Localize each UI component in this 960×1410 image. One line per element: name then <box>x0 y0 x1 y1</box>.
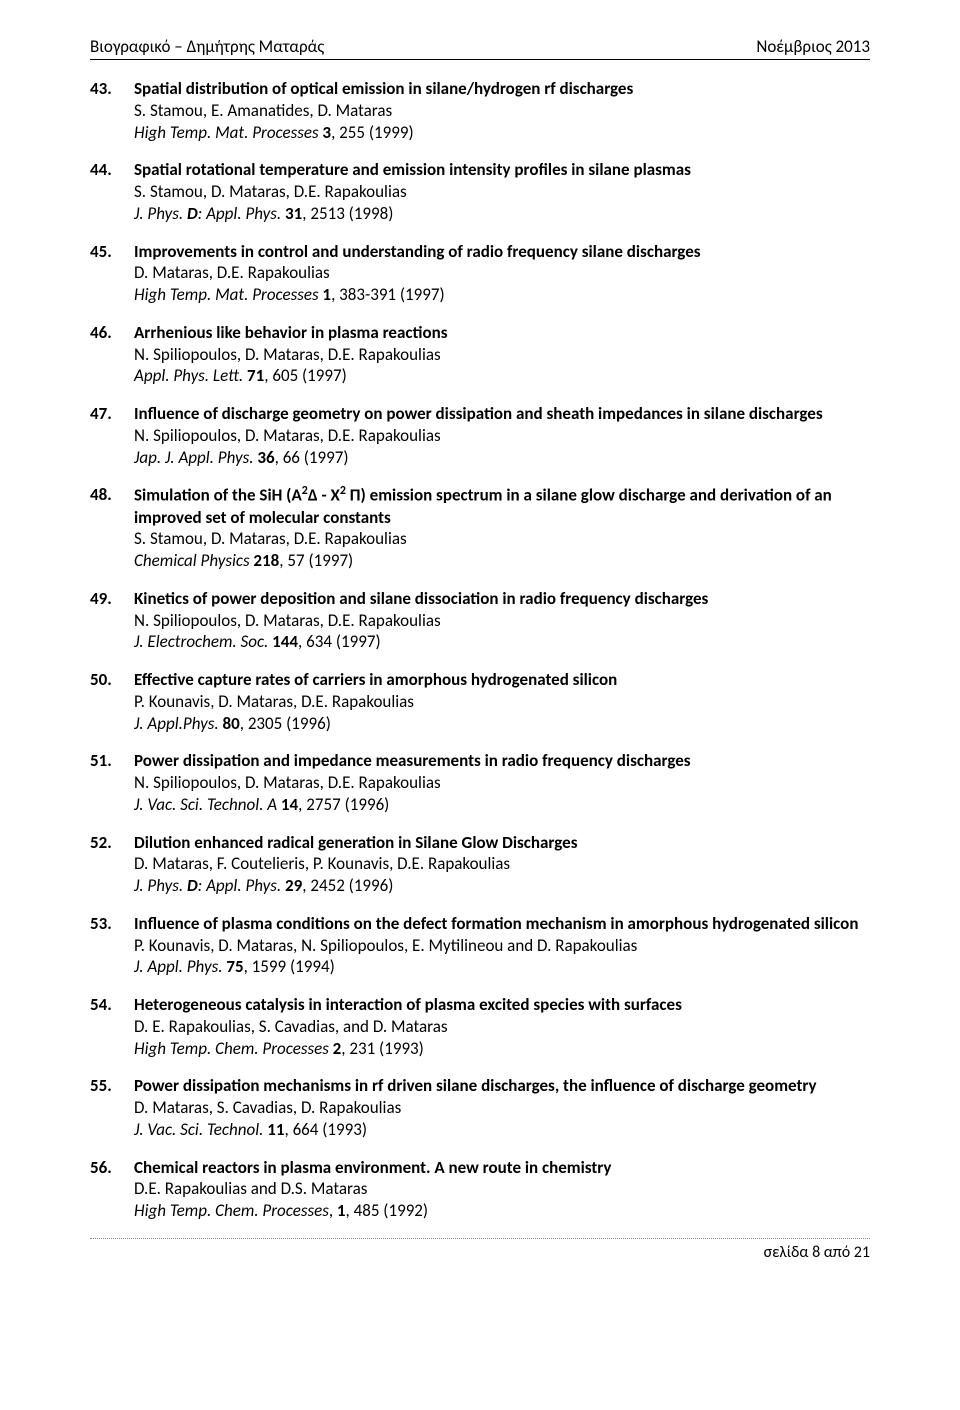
entry-authors: D.E. Rapakoulias and D.S. Mataras <box>134 1178 870 1200</box>
entry-title: Influence of plasma conditions on the de… <box>134 913 870 935</box>
entry-body: Kinetics of power deposition and silane … <box>134 588 870 653</box>
publication-entry: 48.Simulation of the SiH (A2Δ - X2 Π) em… <box>90 484 870 572</box>
entry-journal: High Temp. Chem. Processes, 1, 485 (1992… <box>134 1200 870 1222</box>
entry-authors: N. Spiliopoulos, D. Mataras, D.E. Rapako… <box>134 425 870 447</box>
entry-authors: N. Spiliopoulos, D. Mataras, D.E. Rapako… <box>134 610 870 632</box>
entry-authors: S. Stamou, D. Mataras, D.E. Rapakoulias <box>134 528 870 550</box>
entry-journal: J. Electrochem. Soc. 144, 634 (1997) <box>134 631 870 653</box>
entry-journal: High Temp. Mat. Processes 1, 383-391 (19… <box>134 284 870 306</box>
entry-title: Power dissipation mechanisms in rf drive… <box>134 1075 870 1097</box>
entry-number: 46. <box>90 322 134 387</box>
entry-authors: S. Stamou, D. Mataras, D.E. Rapakoulias <box>134 181 870 203</box>
entry-title: Influence of discharge geometry on power… <box>134 403 870 425</box>
entry-title: Power dissipation and impedance measurem… <box>134 750 870 772</box>
entry-body: Power dissipation and impedance measurem… <box>134 750 870 815</box>
entry-number: 45. <box>90 241 134 306</box>
entry-number: 43. <box>90 78 134 143</box>
entry-title: Effective capture rates of carriers in a… <box>134 669 870 691</box>
publication-entry: 43.Spatial distribution of optical emiss… <box>90 78 870 143</box>
entry-body: Effective capture rates of carriers in a… <box>134 669 870 734</box>
entry-authors: P. Kounavis, D. Mataras, D.E. Rapakoulia… <box>134 691 870 713</box>
page-footer: σελίδα 8 από 21 <box>90 1243 870 1262</box>
publication-entry: 56.Chemical reactors in plasma environme… <box>90 1157 870 1222</box>
entry-number: 47. <box>90 403 134 468</box>
entry-journal: Chemical Physics 218, 57 (1997) <box>134 550 870 572</box>
entry-body: Simulation of the SiH (A2Δ - X2 Π) emiss… <box>134 484 870 572</box>
entry-number: 51. <box>90 750 134 815</box>
entry-title: Heterogeneous catalysis in interaction o… <box>134 994 870 1016</box>
entry-title: Arrhenious like behavior in plasma react… <box>134 322 870 344</box>
entry-authors: D. Mataras, S. Cavadias, D. Rapakoulias <box>134 1097 870 1119</box>
entry-title: Dilution enhanced radical generation in … <box>134 832 870 854</box>
publication-entry: 44.Spatial rotational temperature and em… <box>90 159 870 224</box>
header-rule <box>90 59 870 60</box>
entry-authors: S. Stamou, E. Amanatides, D. Mataras <box>134 100 870 122</box>
entry-title: Chemical reactors in plasma environment.… <box>134 1157 870 1179</box>
publication-entry: 49.Kinetics of power deposition and sila… <box>90 588 870 653</box>
entry-body: Power dissipation mechanisms in rf drive… <box>134 1075 870 1140</box>
entry-authors: D. Mataras, F. Coutelieris, P. Kounavis,… <box>134 853 870 875</box>
entry-number: 52. <box>90 832 134 897</box>
publication-entry: 46.Arrhenious like behavior in plasma re… <box>90 322 870 387</box>
entry-number: 44. <box>90 159 134 224</box>
entry-authors: P. Kounavis, D. Mataras, N. Spiliopoulos… <box>134 935 870 957</box>
entry-journal: High Temp. Chem. Processes 2, 231 (1993) <box>134 1038 870 1060</box>
publication-entry: 50.Effective capture rates of carriers i… <box>90 669 870 734</box>
entry-title: Improvements in control and understandin… <box>134 241 870 263</box>
entry-journal: Jap. J. Appl. Phys. 36, 66 (1997) <box>134 447 870 469</box>
publication-entry: 52.Dilution enhanced radical generation … <box>90 832 870 897</box>
entry-journal: J. Vac. Sci. Technol. A 14, 2757 (1996) <box>134 794 870 816</box>
entry-journal: J. Phys. D: Appl. Phys. 29, 2452 (1996) <box>134 875 870 897</box>
entry-journal: Appl. Phys. Lett. 71, 605 (1997) <box>134 365 870 387</box>
entry-authors: D. E. Rapakoulias, S. Cavadias, and D. M… <box>134 1016 870 1038</box>
entry-body: Arrhenious like behavior in plasma react… <box>134 322 870 387</box>
entry-title: Spatial rotational temperature and emiss… <box>134 159 870 181</box>
entry-number: 56. <box>90 1157 134 1222</box>
entry-journal: J. Appl.Phys. 80, 2305 (1996) <box>134 713 870 735</box>
entry-body: Chemical reactors in plasma environment.… <box>134 1157 870 1222</box>
publication-entry: 45.Improvements in control and understan… <box>90 241 870 306</box>
entry-body: Spatial distribution of optical emission… <box>134 78 870 143</box>
entry-journal: High Temp. Mat. Processes 3, 255 (1999) <box>134 122 870 144</box>
entry-body: Influence of discharge geometry on power… <box>134 403 870 468</box>
header-left: Βιογραφικό – Δημήτρης Ματαράς <box>90 36 324 57</box>
footer-rule <box>90 1238 870 1239</box>
entry-number: 55. <box>90 1075 134 1140</box>
entry-journal: J. Appl. Phys. 75, 1599 (1994) <box>134 956 870 978</box>
entry-number: 50. <box>90 669 134 734</box>
entry-number: 53. <box>90 913 134 978</box>
entry-title: Simulation of the SiH (A2Δ - X2 Π) emiss… <box>134 484 870 528</box>
publication-list: 43.Spatial distribution of optical emiss… <box>90 78 870 1222</box>
entry-body: Improvements in control and understandin… <box>134 241 870 306</box>
entry-title: Spatial distribution of optical emission… <box>134 78 870 100</box>
entry-authors: N. Spiliopoulos, D. Mataras, D.E. Rapako… <box>134 344 870 366</box>
entry-authors: N. Spiliopoulos, D. Mataras, D.E. Rapako… <box>134 772 870 794</box>
publication-entry: 55.Power dissipation mechanisms in rf dr… <box>90 1075 870 1140</box>
publication-entry: 53.Influence of plasma conditions on the… <box>90 913 870 978</box>
entry-title: Kinetics of power deposition and silane … <box>134 588 870 610</box>
page: Βιογραφικό – Δημήτρης Ματαράς Νοέμβριος … <box>0 0 960 1410</box>
entry-journal: J. Phys. D: Appl. Phys. 31, 2513 (1998) <box>134 203 870 225</box>
publication-entry: 47.Influence of discharge geometry on po… <box>90 403 870 468</box>
header-right: Νοέμβριος 2013 <box>756 36 870 57</box>
entry-authors: D. Mataras, D.E. Rapakoulias <box>134 262 870 284</box>
entry-number: 49. <box>90 588 134 653</box>
entry-body: Heterogeneous catalysis in interaction o… <box>134 994 870 1059</box>
entry-journal: J. Vac. Sci. Technol. 11, 664 (1993) <box>134 1119 870 1141</box>
entry-body: Influence of plasma conditions on the de… <box>134 913 870 978</box>
entry-body: Spatial rotational temperature and emiss… <box>134 159 870 224</box>
publication-entry: 54.Heterogeneous catalysis in interactio… <box>90 994 870 1059</box>
entry-number: 48. <box>90 484 134 572</box>
entry-number: 54. <box>90 994 134 1059</box>
page-header: Βιογραφικό – Δημήτρης Ματαράς Νοέμβριος … <box>90 36 870 57</box>
entry-body: Dilution enhanced radical generation in … <box>134 832 870 897</box>
publication-entry: 51.Power dissipation and impedance measu… <box>90 750 870 815</box>
